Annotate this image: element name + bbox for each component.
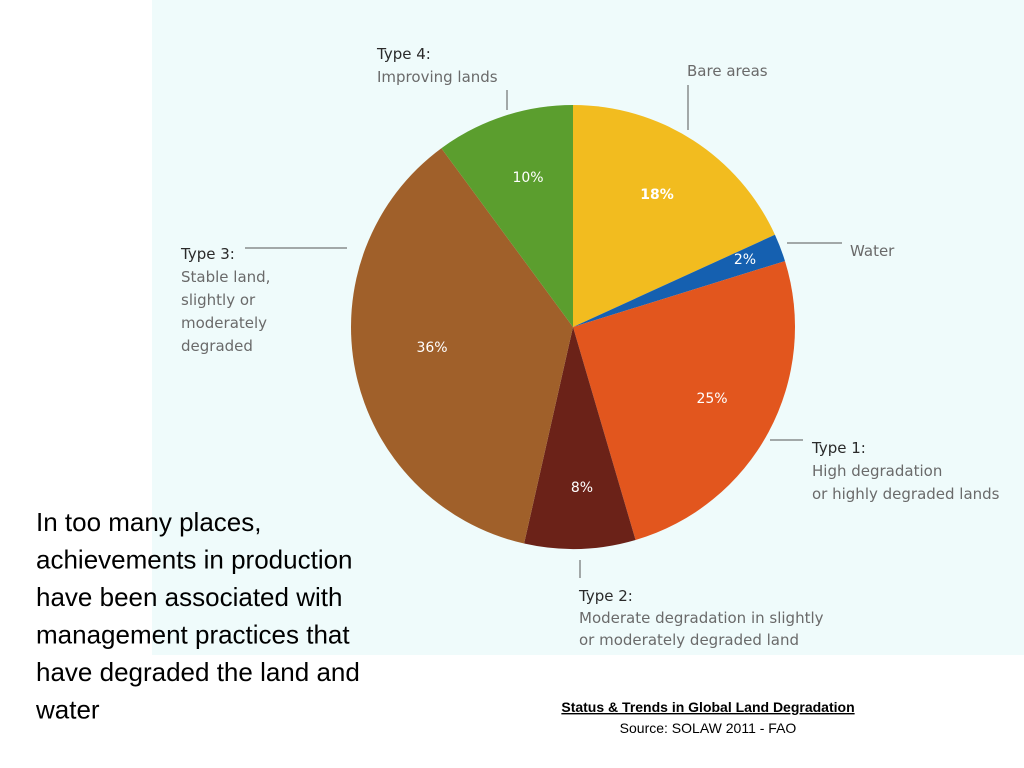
body-text-line: have degraded the land and bbox=[36, 657, 360, 687]
pie-slice bbox=[350, 148, 573, 544]
pie-slice bbox=[573, 105, 775, 327]
category-label-line: Type 1: bbox=[811, 439, 866, 457]
value-label: 18% bbox=[640, 187, 674, 203]
category-label-line: Improving lands bbox=[377, 68, 498, 86]
category-label: Type 4: Improving lands bbox=[376, 45, 498, 86]
category-label-line: Moderate degradation in slightly bbox=[579, 609, 824, 627]
pie-slice bbox=[573, 234, 785, 327]
category-label: Water bbox=[850, 242, 895, 260]
category-label-line: Type 3: bbox=[180, 245, 235, 263]
pie-slice bbox=[524, 327, 636, 549]
pie bbox=[350, 105, 795, 549]
category-label-line: Water bbox=[850, 242, 895, 260]
category-label-line: slightly or bbox=[181, 291, 256, 309]
caption-source: Source: SOLAW 2011 - FAO bbox=[620, 720, 797, 736]
body-text-line: management practices that bbox=[36, 620, 350, 650]
category-label-line: Type 4: bbox=[376, 45, 431, 63]
pie-slice bbox=[441, 105, 573, 327]
category-label-line: or moderately degraded land bbox=[579, 631, 799, 649]
value-label: 25% bbox=[696, 391, 727, 407]
leader-lines bbox=[245, 85, 842, 578]
category-label-line: or highly degraded lands bbox=[812, 485, 1000, 503]
value-label: 2% bbox=[734, 252, 756, 268]
caption-title: Status & Trends in Global Land Degradati… bbox=[561, 699, 854, 715]
category-label-line: degraded bbox=[181, 337, 253, 355]
pie-slice bbox=[573, 261, 795, 541]
category-label: Type 2: Moderate degradation in slightly o… bbox=[578, 587, 824, 649]
body-text-line: In too many places, bbox=[36, 507, 261, 537]
labels: 18% 2% 25% 8% 36% 10% Bare areas Water Type 1: Hi… bbox=[180, 45, 1000, 649]
body-text-line: have been associated with bbox=[36, 582, 342, 612]
body-text-line: achievements in production bbox=[36, 545, 353, 575]
category-label-line: Bare areas bbox=[687, 62, 768, 80]
category-label: Bare areas bbox=[687, 62, 768, 80]
value-label: 36% bbox=[416, 340, 447, 356]
category-label-line: moderately bbox=[181, 314, 267, 332]
category-label: Type 1: High degradation or highly degrade… bbox=[811, 439, 1000, 503]
value-label: 8% bbox=[571, 480, 593, 496]
category-label-line: Stable land, bbox=[181, 268, 270, 286]
category-label-line: High degradation bbox=[812, 462, 942, 480]
value-label: 10% bbox=[512, 170, 543, 186]
body-text-line: water bbox=[35, 695, 100, 725]
category-label: Type 3: Stable land, slightly or moderately… bbox=[180, 245, 270, 355]
body-text: In too many places, achievements in produ… bbox=[35, 507, 360, 725]
category-label-line: Type 2: bbox=[578, 587, 633, 605]
